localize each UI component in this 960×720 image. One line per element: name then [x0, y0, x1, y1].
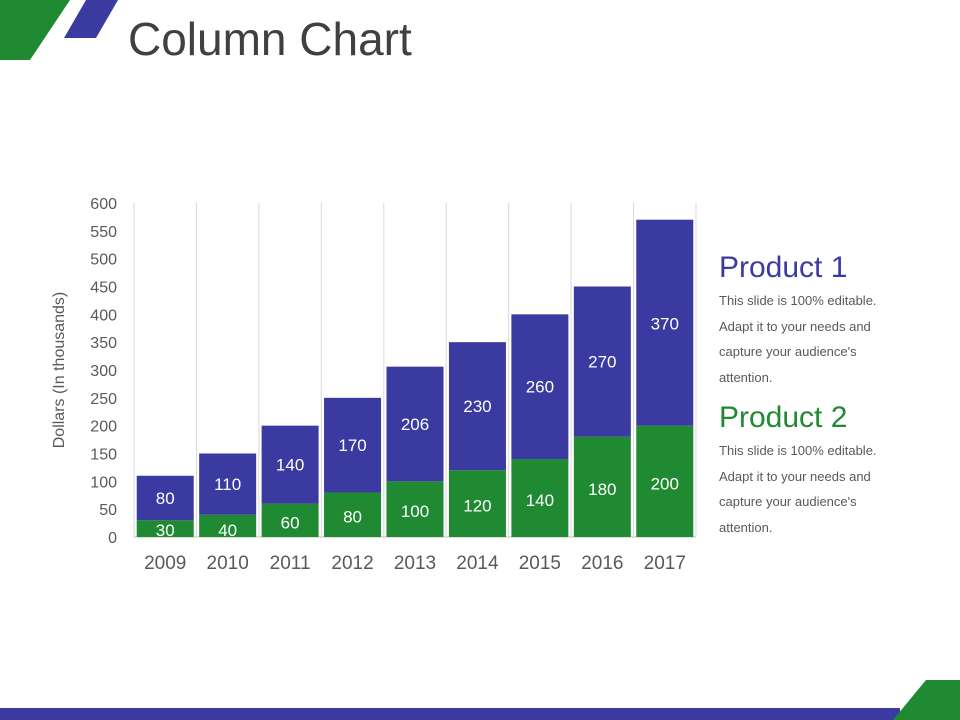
data-label-product-2: 200 [651, 474, 679, 493]
y-tick-label: 100 [90, 474, 117, 491]
data-label-product-1: 140 [276, 456, 304, 475]
bar-segment-product-2 [448, 470, 506, 537]
y-tick-label: 400 [90, 307, 117, 324]
data-label-product-1: 170 [338, 436, 366, 455]
legend-product-1: Product 1 This slide is 100% editable. A… [719, 252, 939, 390]
data-label-product-2: 120 [463, 497, 491, 516]
bar-segment-product-1 [324, 397, 382, 493]
x-tick-label: 2012 [331, 553, 373, 574]
data-label-product-2: 180 [588, 480, 616, 499]
bar-segment-product-2 [261, 503, 319, 537]
data-label-product-2: 100 [401, 502, 429, 521]
x-tick-label: 2017 [644, 553, 686, 574]
data-label-product-2: 60 [281, 513, 300, 532]
y-tick-label: 250 [90, 391, 117, 408]
x-tick-label: 2009 [144, 553, 186, 574]
data-label-product-2: 40 [218, 521, 237, 540]
data-label-product-1: 260 [526, 378, 554, 397]
data-label-product-2: 80 [343, 508, 362, 527]
page-title: Column Chart [128, 13, 412, 65]
bottom-decoration [0, 680, 960, 720]
x-tick-label: 2015 [519, 553, 561, 574]
green-corner-shape [0, 0, 70, 60]
bar-segment-product-2 [573, 436, 631, 537]
legend-product-1-title: Product 1 [719, 251, 848, 284]
legend-product-2-title: Product 2 [719, 401, 848, 434]
data-label-product-1: 206 [401, 415, 429, 434]
x-tick-label: 2011 [270, 553, 311, 574]
legend-product-2-description: This slide is 100% editable. Adapt it to… [719, 443, 877, 535]
x-tick-label: 2016 [581, 553, 623, 574]
data-label-product-1: 110 [214, 475, 241, 494]
y-tick-label: 600 [90, 196, 117, 213]
y-axis-label: Dollars (In thousands) [51, 292, 68, 449]
legend-product-1-description: This slide is 100% editable. Adapt it to… [719, 293, 877, 385]
bar-segment-product-1 [261, 425, 319, 504]
bar-segment-product-2 [136, 520, 194, 537]
bar-segment-product-1 [386, 366, 444, 482]
top-left-decoration [0, 0, 118, 60]
bar-segment-product-2 [636, 425, 694, 537]
data-label-product-1: 230 [463, 397, 491, 416]
data-label-product-1: 80 [156, 489, 175, 508]
bar-segment-product-1 [511, 314, 569, 460]
x-tick-label: 2013 [394, 553, 436, 574]
data-label-product-2: 30 [156, 521, 175, 540]
y-tick-label: 200 [90, 419, 117, 436]
y-tick-label: 450 [90, 280, 117, 297]
bar-segment-product-1 [136, 475, 194, 521]
blue-stripe-shape [64, 0, 118, 38]
bar-segment-product-1 [199, 453, 257, 515]
y-tick-label: 350 [90, 335, 117, 352]
y-tick-label: 0 [108, 530, 117, 547]
data-label-product-1: 270 [588, 353, 616, 372]
y-tick-label: 550 [90, 224, 117, 241]
bottom-right-green-corner [893, 680, 960, 720]
y-tick-label: 50 [99, 502, 117, 519]
y-tick-label: 500 [90, 252, 117, 269]
bar-segment-product-2 [511, 459, 569, 537]
data-label-product-1: 370 [651, 315, 679, 334]
bar-segment-product-2 [199, 514, 257, 537]
bottom-blue-bar [0, 708, 900, 720]
bar-segment-product-1 [448, 342, 506, 471]
data-label-product-2: 140 [526, 491, 554, 510]
bar-segment-product-2 [324, 492, 382, 537]
legend-product-2: Product 2 This slide is 100% editable. A… [719, 402, 939, 540]
bar-segment-product-1 [636, 219, 694, 426]
bar-segment-product-1 [573, 286, 631, 437]
x-tick-label: 2014 [456, 553, 499, 574]
y-tick-label: 150 [90, 447, 117, 464]
y-tick-label: 300 [90, 363, 117, 380]
bar-segment-product-2 [386, 481, 444, 537]
x-tick-label: 2010 [207, 553, 249, 574]
